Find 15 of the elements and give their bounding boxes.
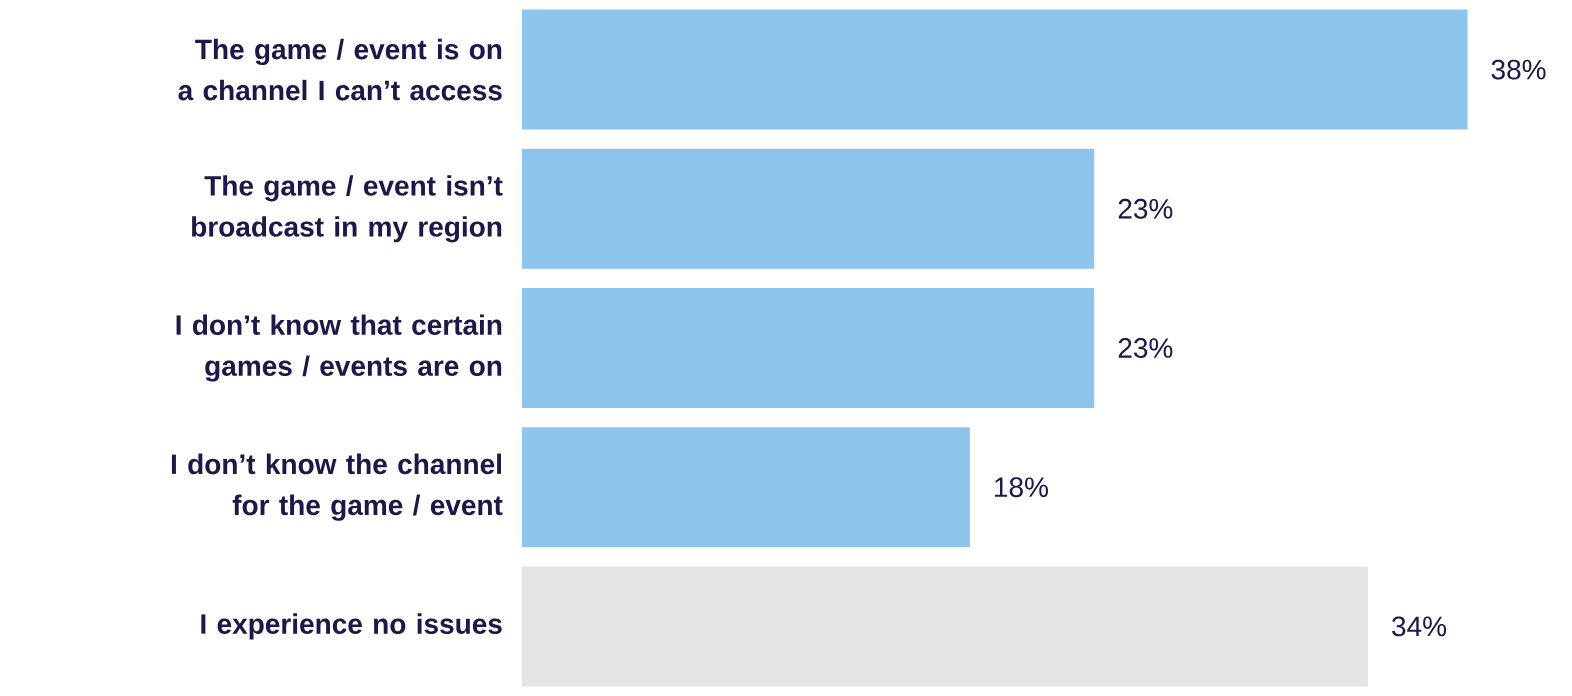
data-label: 23% [1118,198,1173,219]
bar [522,427,970,548]
data-label: 18% [995,477,1048,498]
y-tick-label: I don’t know the channel for the game / event [171,453,503,521]
y-tick-label: I experience no issues [201,613,502,640]
bar [522,9,1468,130]
bar [522,566,1368,687]
data-label: 23% [1118,338,1173,358]
bar [522,288,1095,409]
data-label: 38% [1491,59,1546,80]
y-tick-label: The game / event isn’t broadcast in my region [192,175,503,243]
bar [522,148,1095,269]
y-tick-label: I don’t know that certain games / events are on [176,314,502,382]
data-label: 34% [1392,616,1447,637]
y-tick-label: The game / event is on a channel I can’t access [178,38,502,101]
